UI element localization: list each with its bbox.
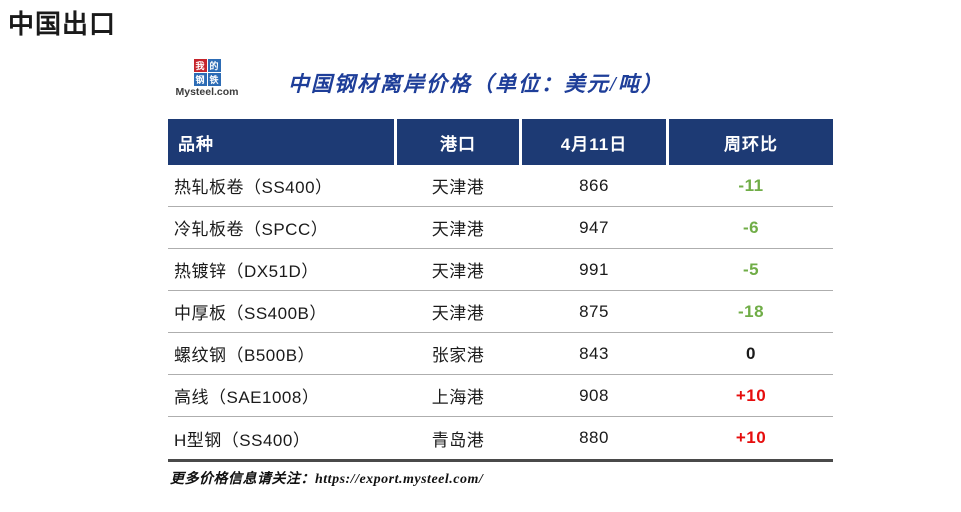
cell-port: 天津港 [431, 178, 485, 197]
logo-char-4: 铁 [207, 73, 221, 86]
table-row: 冷轧板卷（SPCC） 天津港 947 -6 [168, 207, 833, 249]
mysteel-logo-text: Mysteel.com [175, 86, 239, 98]
cell-port: 天津港 [431, 262, 485, 281]
cell-change: -5 [742, 259, 760, 279]
cell-port: 青岛港 [431, 430, 485, 450]
cell-change: -11 [738, 175, 764, 195]
cell-port: 张家港 [431, 346, 485, 365]
table-row: 高线（SAE1008） 上海港 908 +10 [168, 375, 833, 417]
table-row: H型钢（SS400） 青岛港 880 +10 [168, 417, 833, 459]
cell-product: H型钢（SS400） [174, 430, 311, 450]
column-header-product: 品种 [168, 119, 394, 165]
column-header-date: 4月11日 [522, 119, 666, 165]
cell-product: 热轧板卷（SS400） [174, 178, 333, 197]
logo-char-2: 的 [207, 59, 221, 72]
cell-price: 991 [579, 259, 609, 279]
table-row: 热轧板卷（SS400） 天津港 866 -11 [168, 165, 833, 207]
cell-change: +10 [735, 428, 767, 447]
cell-price: 880 [579, 428, 609, 447]
cell-port: 天津港 [431, 304, 485, 323]
cell-product: 冷轧板卷（SPCC） [174, 220, 329, 239]
mysteel-logo-icon: 我 的 钢 铁 [193, 59, 221, 86]
footer-note: 更多价格信息请关注：https://export.mysteel.com/ [170, 468, 483, 488]
table-row: 中厚板（SS400B） 天津港 875 -18 [168, 291, 833, 333]
cell-port: 天津港 [431, 220, 485, 239]
table-body: 热轧板卷（SS400） 天津港 866 -11 冷轧板卷（SPCC） 天津港 9… [168, 165, 833, 462]
cell-product: 螺纹钢（B500B） [174, 346, 316, 365]
cell-product: 中厚板（SS400B） [174, 304, 327, 323]
footer-note-prefix: 更多价格信息请关注： [170, 472, 315, 487]
logo-char-1: 我 [193, 59, 207, 72]
cell-price: 875 [579, 301, 609, 321]
cell-change: 0 [746, 343, 756, 363]
page-title: 中国出口 [8, 9, 117, 39]
table-row: 热镀锌（DX51D） 天津港 991 -5 [168, 249, 833, 291]
cell-port: 上海港 [431, 388, 485, 407]
cell-change: -6 [742, 217, 760, 237]
cell-price: 866 [579, 175, 609, 195]
price-table: 品种 港口 4月11日 周环比 热轧板卷（SS400） 天津港 866 -11 … [168, 119, 833, 462]
cell-product: 热镀锌（DX51D） [174, 262, 319, 281]
column-header-port: 港口 [397, 119, 519, 165]
logo-char-3: 钢 [193, 73, 207, 86]
cell-change: +10 [735, 385, 767, 405]
cell-change: -18 [737, 301, 765, 321]
column-header-wow: 周环比 [669, 119, 833, 165]
table-title: 中国钢材离岸价格（单位：美元/吨） [288, 72, 664, 96]
cell-price: 843 [579, 343, 609, 363]
table-row: 螺纹钢（B500B） 张家港 843 0 [168, 333, 833, 375]
table-header-row: 品种 港口 4月11日 周环比 [168, 119, 833, 165]
cell-product: 高线（SAE1008） [174, 388, 320, 407]
cell-price: 908 [579, 385, 609, 405]
footer-link[interactable]: https://export.mysteel.com/ [315, 472, 484, 487]
cell-price: 947 [579, 217, 609, 237]
mysteel-logo: 我 的 钢 铁 Mysteel.com [174, 56, 240, 98]
